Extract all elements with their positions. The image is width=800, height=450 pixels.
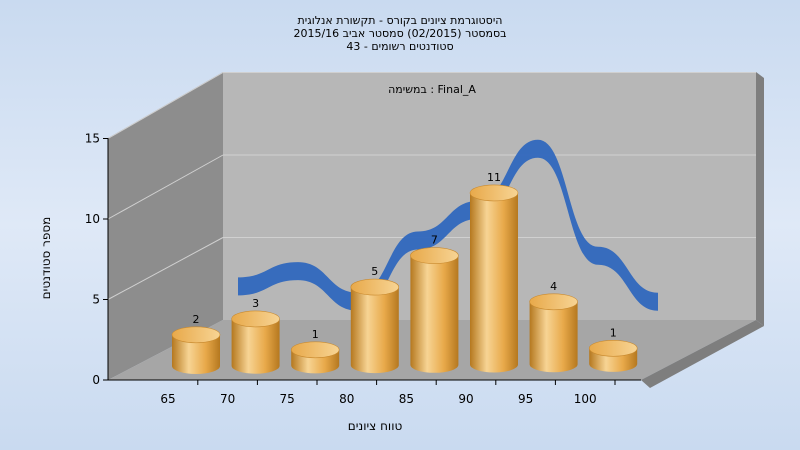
bar-value-label: 7 [431, 234, 438, 247]
x-tick-label: 65 [160, 392, 175, 406]
assignment-label: במשימה : Final_A [388, 83, 476, 96]
bar-90 [469, 184, 519, 373]
gridline-side [107, 154, 224, 220]
bar-top [469, 184, 519, 202]
bar-value-label: 5 [371, 265, 378, 278]
bar-top [231, 310, 280, 328]
bar-100 [588, 339, 638, 372]
gridline-side [107, 72, 224, 139]
x-axis-ticks: 65 70 75 80 85 90 95 100 [160, 380, 616, 406]
trend-ribbon-shape [238, 139, 658, 311]
bar-body [172, 334, 220, 374]
bars-group: 2 3 1 5 7 11 4 1 [171, 171, 638, 374]
bar-value-label: 3 [252, 297, 259, 310]
chart-back-wall-shadow [756, 72, 764, 326]
bar-top [410, 247, 459, 264]
x-axis-title: טווח ציונים [348, 419, 403, 433]
bar-top [529, 293, 578, 311]
y-tick-label: 10 [85, 212, 100, 226]
gridline-side [107, 237, 224, 300]
bar-top [350, 278, 400, 296]
chart-side-wall [108, 72, 223, 380]
bar-body [231, 318, 280, 374]
x-tick-label: 100 [574, 392, 597, 406]
bar-value-label: 2 [193, 313, 200, 326]
bar-top [588, 339, 638, 357]
chart-title-line-2: בסמסטר (02/2015) סמסטר אביב 2015/16 [293, 27, 506, 40]
bar-85 [410, 247, 459, 373]
y-axis-title: מספר סטודנטים [39, 217, 53, 300]
y-axis-ticks: 0 5 10 15 [85, 132, 108, 387]
bar-80 [350, 278, 400, 374]
bar-65 [171, 326, 221, 374]
bar-body [410, 255, 459, 373]
x-tick-label: 70 [220, 392, 235, 406]
x-tick-label: 90 [458, 392, 473, 406]
bar-value-label: 4 [550, 280, 557, 293]
y-tick-label: 5 [92, 293, 100, 307]
y-tick-label: 15 [85, 132, 100, 146]
bar-70 [231, 310, 280, 374]
bar-body [470, 192, 518, 373]
bar-top [290, 341, 340, 359]
chart-title-line-3: סטודנטים רשומים - 43 [346, 40, 453, 53]
y-tick-label: 0 [92, 373, 100, 387]
trend-ribbon [238, 139, 658, 311]
x-tick-label: 85 [399, 392, 414, 406]
chart-floor-front-edge [641, 320, 764, 388]
grid-lines [107, 72, 756, 300]
bar-top [171, 326, 221, 344]
bar-95 [529, 293, 578, 373]
x-tick-label: 95 [518, 392, 533, 406]
bar-value-label: 11 [487, 171, 501, 184]
bar-75 [290, 341, 340, 374]
bar-body [529, 301, 578, 373]
chart-title-line-1: היסטוגרמת ציונים בקורס - תקשורת אנלוגית [298, 14, 503, 27]
bar-value-label: 1 [312, 328, 319, 341]
x-tick-label: 75 [280, 392, 295, 406]
bar-body [350, 287, 399, 374]
bar-value-label: 1 [610, 326, 617, 339]
x-tick-label: 80 [339, 392, 354, 406]
